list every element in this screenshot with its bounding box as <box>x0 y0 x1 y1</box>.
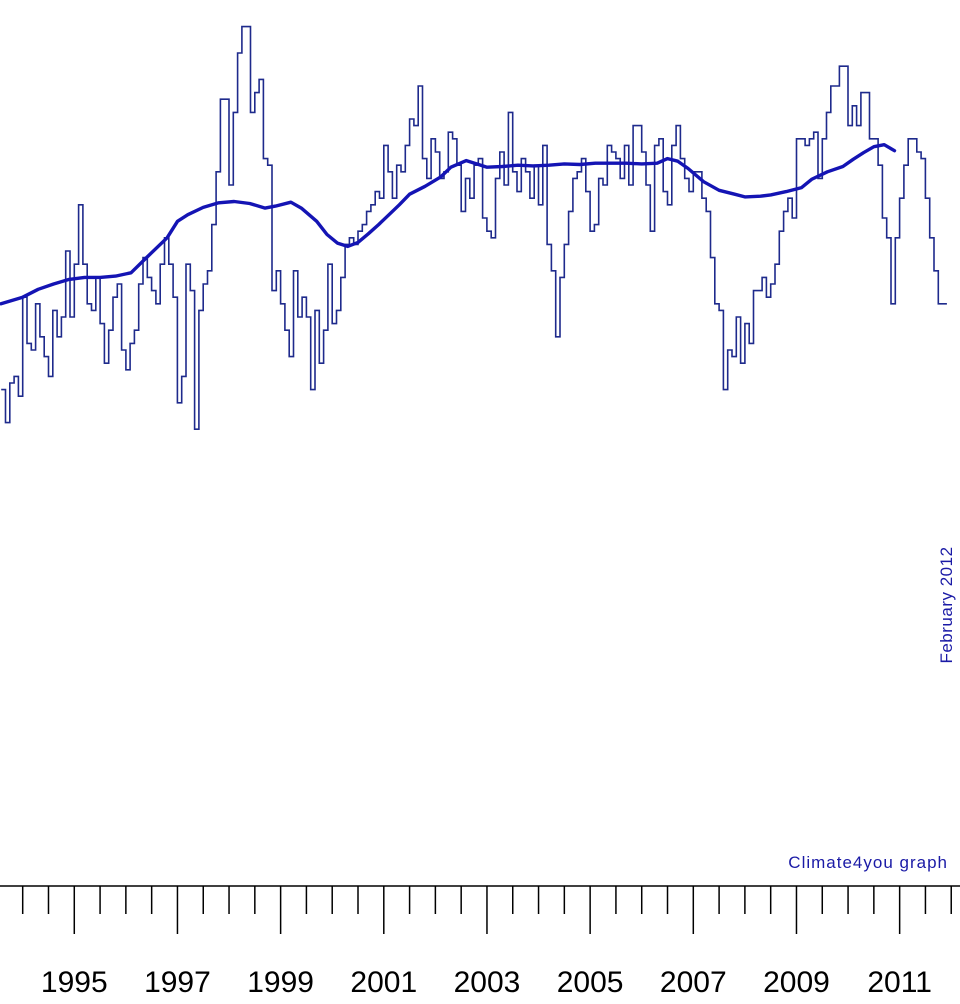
monthly-step-line <box>1 25 947 430</box>
smoothed-series <box>0 142 897 306</box>
x-tick-label: 1995 <box>41 966 108 999</box>
x-tick-label: 1997 <box>144 966 211 999</box>
x-tick-label: 2011 <box>867 966 932 999</box>
x-tick-label: 1999 <box>247 966 314 999</box>
x-tick-label: 2007 <box>660 966 727 999</box>
x-tick-label: 2001 <box>350 966 417 999</box>
smoothed-line <box>0 142 897 306</box>
monthly-series <box>1 25 947 430</box>
x-tick-label: 2009 <box>763 966 830 999</box>
x-axis-labels: 19951997199920012003200520072009201120 <box>41 966 932 999</box>
x-tick-label: 2005 <box>557 966 624 999</box>
x-tick-label: 2003 <box>454 966 521 999</box>
x-axis-ticks <box>21 886 952 934</box>
date-annotation: February 2012 <box>937 546 956 663</box>
credit-annotation: Climate4you graph <box>788 853 948 872</box>
